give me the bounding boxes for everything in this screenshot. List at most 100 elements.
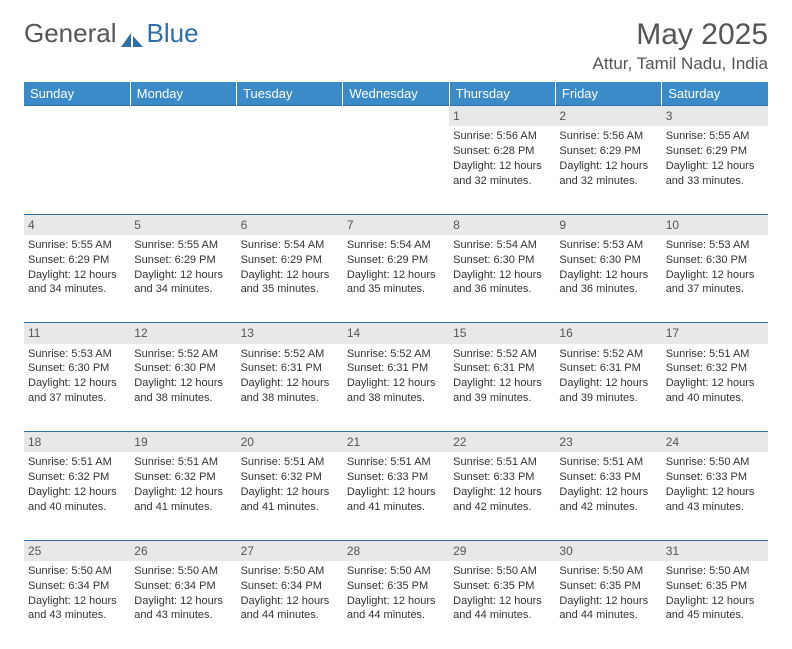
day-content-cell: Sunrise: 5:54 AMSunset: 6:29 PMDaylight:… bbox=[343, 235, 449, 323]
sunrise-text: Sunrise: 5:50 AM bbox=[241, 564, 339, 579]
weekday-header: Wednesday bbox=[343, 82, 449, 106]
weekday-header: Monday bbox=[130, 82, 236, 106]
daynum-row: 11121314151617 bbox=[24, 323, 768, 344]
daylight-text: Daylight: 12 hours and 43 minutes. bbox=[28, 594, 126, 624]
sunrise-text: Sunrise: 5:52 AM bbox=[559, 347, 657, 362]
daylight-text: Daylight: 12 hours and 44 minutes. bbox=[241, 594, 339, 624]
content-row: Sunrise: 5:51 AMSunset: 6:32 PMDaylight:… bbox=[24, 452, 768, 540]
day-number-cell: 22 bbox=[449, 432, 555, 453]
sunset-text: Sunset: 6:34 PM bbox=[134, 579, 232, 594]
day-number-cell: 12 bbox=[130, 323, 236, 344]
logo-sail-icon bbox=[119, 25, 145, 43]
sunrise-text: Sunrise: 5:56 AM bbox=[453, 129, 551, 144]
daylight-text: Daylight: 12 hours and 33 minutes. bbox=[666, 159, 764, 189]
daylight-text: Daylight: 12 hours and 32 minutes. bbox=[559, 159, 657, 189]
day-number-cell: 13 bbox=[237, 323, 343, 344]
day-content-cell: Sunrise: 5:52 AMSunset: 6:31 PMDaylight:… bbox=[555, 344, 661, 432]
day-content-cell bbox=[24, 126, 130, 214]
sunrise-text: Sunrise: 5:50 AM bbox=[453, 564, 551, 579]
location: Attur, Tamil Nadu, India bbox=[593, 54, 768, 74]
content-row: Sunrise: 5:50 AMSunset: 6:34 PMDaylight:… bbox=[24, 561, 768, 649]
weekday-header: Saturday bbox=[662, 82, 768, 106]
sunset-text: Sunset: 6:34 PM bbox=[28, 579, 126, 594]
day-content-cell: Sunrise: 5:51 AMSunset: 6:32 PMDaylight:… bbox=[24, 452, 130, 540]
sunrise-text: Sunrise: 5:51 AM bbox=[241, 455, 339, 470]
sunset-text: Sunset: 6:31 PM bbox=[559, 361, 657, 376]
day-content-cell: Sunrise: 5:55 AMSunset: 6:29 PMDaylight:… bbox=[662, 126, 768, 214]
day-content-cell: Sunrise: 5:51 AMSunset: 6:32 PMDaylight:… bbox=[662, 344, 768, 432]
daylight-text: Daylight: 12 hours and 44 minutes. bbox=[453, 594, 551, 624]
day-number-cell: 31 bbox=[662, 540, 768, 561]
day-number-cell: 23 bbox=[555, 432, 661, 453]
sunrise-text: Sunrise: 5:51 AM bbox=[28, 455, 126, 470]
daylight-text: Daylight: 12 hours and 45 minutes. bbox=[666, 594, 764, 624]
daynum-row: 123 bbox=[24, 106, 768, 127]
day-content-cell: Sunrise: 5:50 AMSunset: 6:33 PMDaylight:… bbox=[662, 452, 768, 540]
day-number-cell: 20 bbox=[237, 432, 343, 453]
day-content-cell bbox=[130, 126, 236, 214]
sunrise-text: Sunrise: 5:50 AM bbox=[347, 564, 445, 579]
sunset-text: Sunset: 6:28 PM bbox=[453, 144, 551, 159]
sunrise-text: Sunrise: 5:54 AM bbox=[347, 238, 445, 253]
day-content-cell: Sunrise: 5:50 AMSunset: 6:35 PMDaylight:… bbox=[662, 561, 768, 649]
day-number-cell: 16 bbox=[555, 323, 661, 344]
sunset-text: Sunset: 6:29 PM bbox=[241, 253, 339, 268]
sunset-text: Sunset: 6:29 PM bbox=[347, 253, 445, 268]
sunrise-text: Sunrise: 5:55 AM bbox=[666, 129, 764, 144]
sunrise-text: Sunrise: 5:50 AM bbox=[666, 564, 764, 579]
day-content-cell: Sunrise: 5:50 AMSunset: 6:35 PMDaylight:… bbox=[449, 561, 555, 649]
logo: General Blue bbox=[24, 18, 199, 49]
day-number-cell: 27 bbox=[237, 540, 343, 561]
sunset-text: Sunset: 6:35 PM bbox=[453, 579, 551, 594]
day-number-cell: 6 bbox=[237, 214, 343, 235]
content-row: Sunrise: 5:53 AMSunset: 6:30 PMDaylight:… bbox=[24, 344, 768, 432]
sunset-text: Sunset: 6:30 PM bbox=[134, 361, 232, 376]
day-number-cell bbox=[24, 106, 130, 127]
daylight-text: Daylight: 12 hours and 43 minutes. bbox=[134, 594, 232, 624]
day-content-cell: Sunrise: 5:56 AMSunset: 6:28 PMDaylight:… bbox=[449, 126, 555, 214]
day-content-cell bbox=[237, 126, 343, 214]
sunset-text: Sunset: 6:33 PM bbox=[559, 470, 657, 485]
daylight-text: Daylight: 12 hours and 37 minutes. bbox=[28, 376, 126, 406]
day-content-cell: Sunrise: 5:55 AMSunset: 6:29 PMDaylight:… bbox=[24, 235, 130, 323]
daylight-text: Daylight: 12 hours and 38 minutes. bbox=[347, 376, 445, 406]
daylight-text: Daylight: 12 hours and 36 minutes. bbox=[559, 268, 657, 298]
day-number-cell: 19 bbox=[130, 432, 236, 453]
content-row: Sunrise: 5:55 AMSunset: 6:29 PMDaylight:… bbox=[24, 235, 768, 323]
daylight-text: Daylight: 12 hours and 44 minutes. bbox=[347, 594, 445, 624]
day-content-cell: Sunrise: 5:51 AMSunset: 6:32 PMDaylight:… bbox=[130, 452, 236, 540]
sunset-text: Sunset: 6:32 PM bbox=[241, 470, 339, 485]
day-number-cell: 2 bbox=[555, 106, 661, 127]
daylight-text: Daylight: 12 hours and 32 minutes. bbox=[453, 159, 551, 189]
sunrise-text: Sunrise: 5:52 AM bbox=[453, 347, 551, 362]
daylight-text: Daylight: 12 hours and 39 minutes. bbox=[453, 376, 551, 406]
day-number-cell: 30 bbox=[555, 540, 661, 561]
daylight-text: Daylight: 12 hours and 40 minutes. bbox=[28, 485, 126, 515]
day-number-cell: 21 bbox=[343, 432, 449, 453]
sunset-text: Sunset: 6:33 PM bbox=[453, 470, 551, 485]
daynum-row: 45678910 bbox=[24, 214, 768, 235]
sunrise-text: Sunrise: 5:51 AM bbox=[559, 455, 657, 470]
sunrise-text: Sunrise: 5:50 AM bbox=[134, 564, 232, 579]
day-number-cell: 4 bbox=[24, 214, 130, 235]
day-content-cell: Sunrise: 5:53 AMSunset: 6:30 PMDaylight:… bbox=[555, 235, 661, 323]
weekday-header: Friday bbox=[555, 82, 661, 106]
day-content-cell: Sunrise: 5:54 AMSunset: 6:29 PMDaylight:… bbox=[237, 235, 343, 323]
daylight-text: Daylight: 12 hours and 41 minutes. bbox=[134, 485, 232, 515]
sunset-text: Sunset: 6:29 PM bbox=[666, 144, 764, 159]
daylight-text: Daylight: 12 hours and 38 minutes. bbox=[241, 376, 339, 406]
day-content-cell: Sunrise: 5:52 AMSunset: 6:31 PMDaylight:… bbox=[237, 344, 343, 432]
sunrise-text: Sunrise: 5:53 AM bbox=[28, 347, 126, 362]
daynum-row: 25262728293031 bbox=[24, 540, 768, 561]
weekday-header: Thursday bbox=[449, 82, 555, 106]
day-content-cell: Sunrise: 5:50 AMSunset: 6:35 PMDaylight:… bbox=[555, 561, 661, 649]
day-number-cell: 10 bbox=[662, 214, 768, 235]
sunrise-text: Sunrise: 5:51 AM bbox=[666, 347, 764, 362]
day-number-cell: 17 bbox=[662, 323, 768, 344]
day-number-cell bbox=[343, 106, 449, 127]
daylight-text: Daylight: 12 hours and 34 minutes. bbox=[28, 268, 126, 298]
sunrise-text: Sunrise: 5:51 AM bbox=[134, 455, 232, 470]
day-content-cell: Sunrise: 5:50 AMSunset: 6:35 PMDaylight:… bbox=[343, 561, 449, 649]
daylight-text: Daylight: 12 hours and 38 minutes. bbox=[134, 376, 232, 406]
content-row: Sunrise: 5:56 AMSunset: 6:28 PMDaylight:… bbox=[24, 126, 768, 214]
